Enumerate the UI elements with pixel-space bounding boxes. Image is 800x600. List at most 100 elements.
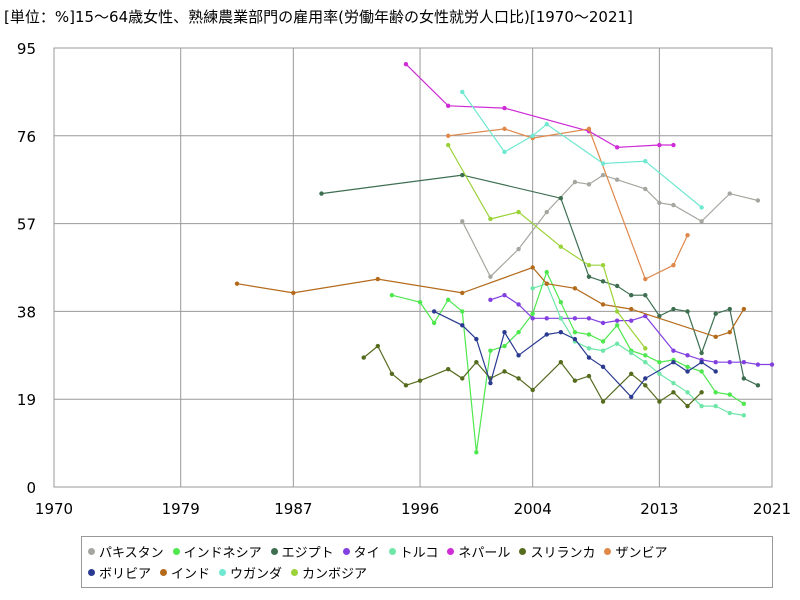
- data-point: [375, 343, 381, 349]
- data-point: [755, 198, 761, 203]
- data-point: [460, 89, 465, 95]
- series-4: [488, 293, 775, 367]
- data-point: [614, 177, 620, 182]
- legend-item: スリランカ: [519, 542, 595, 561]
- data-point: [657, 360, 662, 365]
- data-point: [234, 281, 240, 286]
- data-point: [558, 244, 564, 249]
- data-point: [600, 320, 606, 326]
- data-point: [586, 262, 592, 268]
- legend-swatch: [342, 548, 350, 555]
- data-point: [629, 306, 634, 312]
- data-point: [572, 179, 578, 185]
- data-point: [502, 343, 507, 349]
- legend-item: ボリビア: [88, 563, 151, 582]
- data-point: [727, 360, 732, 365]
- legend-item: エジプト: [270, 542, 334, 561]
- data-point: [727, 392, 732, 397]
- data-point: [516, 209, 521, 215]
- data-point: [643, 186, 648, 192]
- data-point: [488, 297, 493, 303]
- legend-swatch: [172, 548, 180, 555]
- data-point: [741, 401, 747, 407]
- data-point: [600, 262, 606, 268]
- data-point: [403, 61, 409, 67]
- data-point: [685, 369, 690, 374]
- data-point: [558, 316, 564, 321]
- data-point: [445, 103, 451, 108]
- data-point: [657, 142, 662, 148]
- data-point: [671, 348, 676, 353]
- data-point: [629, 318, 634, 323]
- data-point: [671, 380, 676, 386]
- data-point: [755, 362, 761, 367]
- series-12: [445, 142, 648, 351]
- legend-swatch: [270, 548, 278, 555]
- legend-label: スリランカ: [530, 546, 596, 561]
- data-point: [643, 293, 648, 298]
- data-point: [643, 346, 648, 351]
- legend-label: パキスタン: [99, 546, 164, 561]
- data-point: [741, 306, 747, 312]
- data-point: [614, 341, 620, 346]
- legend-swatch: [291, 569, 299, 576]
- data-point: [417, 299, 423, 305]
- data-point: [741, 413, 747, 418]
- data-point: [586, 355, 592, 360]
- data-point: [614, 309, 620, 314]
- data-point: [431, 320, 437, 326]
- legend-label: インド: [171, 567, 211, 582]
- data-point: [516, 353, 521, 358]
- data-point: [572, 316, 578, 321]
- data-point: [558, 329, 564, 335]
- legend: パキスタン インドネシア エジプト タイ トルコ ネパール スリランカ ザンビア ボリビア イン…: [81, 536, 773, 588]
- data-point: [614, 283, 620, 289]
- data-point: [629, 350, 634, 356]
- data-point: [699, 390, 704, 395]
- data-point: [572, 286, 578, 291]
- y-tick-label: 0: [26, 479, 36, 497]
- data-point: [460, 309, 465, 314]
- data-point: [474, 360, 479, 365]
- y-tick-label: 57: [17, 216, 36, 234]
- y-tick-label: 95: [17, 40, 36, 58]
- data-point: [502, 149, 507, 155]
- data-point: [502, 105, 507, 111]
- data-point: [586, 346, 592, 351]
- data-point: [502, 329, 507, 335]
- data-point: [516, 302, 521, 307]
- series-6: [403, 61, 676, 150]
- data-point: [389, 293, 395, 298]
- data-point: [586, 316, 592, 321]
- x-tick-label: 1987: [274, 500, 312, 518]
- data-point: [544, 316, 549, 321]
- data-point: [685, 390, 690, 395]
- data-point: [755, 383, 761, 388]
- legend-item: カンボジア: [291, 563, 367, 582]
- data-point: [600, 161, 606, 166]
- data-point: [713, 403, 718, 409]
- x-tick-label: 2013: [640, 500, 678, 518]
- data-point: [600, 172, 606, 178]
- data-point: [558, 195, 564, 201]
- series-3: [319, 172, 761, 388]
- legend-swatch: [519, 548, 527, 555]
- data-point: [460, 219, 465, 224]
- y-tick-label: 19: [17, 391, 36, 409]
- data-point: [460, 172, 465, 178]
- series-1: [460, 172, 761, 279]
- data-point: [643, 383, 648, 388]
- data-point: [713, 311, 718, 316]
- data-point: [657, 371, 662, 376]
- data-point: [643, 159, 648, 164]
- x-tick-label: 2004: [514, 500, 552, 518]
- data-point: [544, 122, 549, 127]
- data-point: [727, 306, 732, 312]
- y-tick-label: 38: [17, 303, 36, 321]
- data-point: [530, 286, 535, 291]
- data-point: [488, 348, 493, 353]
- data-point: [671, 306, 676, 312]
- legend-label: トルコ: [399, 546, 439, 561]
- data-point: [741, 360, 747, 365]
- data-point: [699, 403, 704, 409]
